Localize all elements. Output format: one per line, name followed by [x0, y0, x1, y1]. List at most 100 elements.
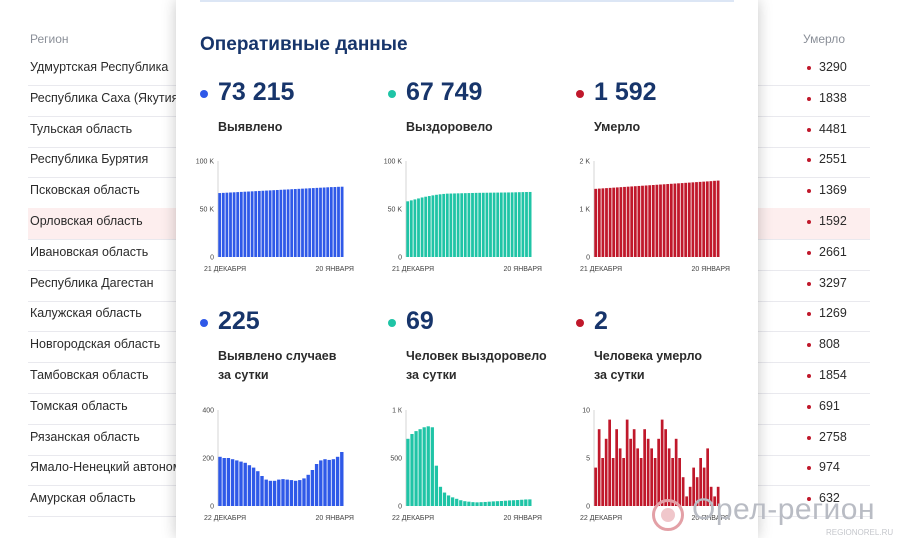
region-name: Новгородская область [30, 337, 161, 352]
chart-bar [319, 187, 322, 257]
region-deaths: 1592 [819, 214, 847, 228]
chart-bar [226, 458, 231, 506]
metric-label: Выздоровело [406, 118, 493, 137]
chart-5: 0 5 10 22 ДЕКАБРЯ 20 ЯНВАРЯ [580, 408, 730, 523]
region-deaths: 691 [819, 398, 840, 413]
chart-bar [695, 477, 699, 506]
chart-bar [643, 429, 646, 506]
x-tick-label: 21 ДЕКАБРЯ [392, 266, 434, 273]
chart-bar [302, 478, 306, 506]
chart-bar [487, 501, 491, 506]
metric-label: Человека умерло за сутки [594, 347, 702, 385]
chart-bar [479, 502, 483, 506]
chart-bar [678, 458, 681, 506]
operational-data-card: Оперативные данные 73 215 Выявлено 67 749 В… [176, 0, 758, 538]
chart-bar [705, 181, 709, 257]
x-tick-label: 20 ЯНВАРЯ [503, 515, 542, 522]
chart-bar [625, 419, 629, 506]
chart-3: 0 200 400 22 ДЕКАБРЯ 20 ЯНВАРЯ [202, 408, 354, 523]
chart-bar [261, 190, 265, 257]
metric-value: 67 749 [406, 78, 483, 106]
chart-bar [657, 438, 660, 506]
metric-dot-icon [576, 319, 584, 327]
chart-bar [629, 438, 632, 506]
chart-bar [507, 192, 510, 257]
chart-bar [626, 186, 630, 257]
chart-4: 0 500 1 К 22 ДЕКАБРЯ 20 ЯНВАРЯ [390, 408, 542, 523]
chart-bar [247, 465, 252, 506]
y-tick-label: 0 [398, 504, 402, 511]
chart-bar [319, 460, 323, 506]
chart-bar [636, 448, 639, 506]
chart-bar [653, 458, 657, 506]
region-name: Рязанская область [30, 429, 140, 444]
chart-bar [528, 499, 532, 506]
deaths-dot-icon [807, 250, 811, 255]
y-tick-label: 100 K [196, 159, 215, 166]
chart-bar [322, 187, 326, 257]
chart-bar [430, 427, 434, 506]
chart-bar [308, 188, 312, 257]
chart-bar [331, 459, 336, 506]
chart-bar [413, 199, 417, 257]
chart-bar [651, 185, 655, 257]
chart-bar [254, 191, 258, 257]
chart-bar [467, 501, 471, 506]
region-name: Тамбовская область [30, 368, 149, 382]
chart-bar [410, 434, 414, 506]
chart-bar [467, 193, 471, 257]
chart-bar [256, 471, 260, 506]
chart-1: 0 50 K 100 K 21 ДЕКАБРЯ 20 ЯНВАРЯ [384, 159, 542, 274]
chart-bar [315, 187, 319, 257]
chart-bar [496, 192, 500, 257]
chart-bar [688, 486, 692, 506]
chart-bar [503, 500, 508, 506]
chart-bar [340, 452, 344, 506]
chart-bar [594, 467, 597, 506]
chart-bar [424, 196, 428, 257]
metric-label-line: Выявлено [218, 120, 283, 134]
chart-bar [446, 495, 451, 506]
chart-bar [340, 186, 344, 257]
chart-bar [279, 189, 283, 257]
chart-bar [463, 193, 467, 257]
chart-bar [619, 187, 623, 257]
chart-bar [684, 182, 688, 257]
chart-bar [503, 192, 507, 257]
chart-bar [637, 185, 641, 257]
watermark-logo-icon [652, 499, 684, 531]
x-tick-label: 21 ДЕКАБРЯ [580, 266, 622, 273]
chart-bar [290, 189, 294, 257]
chart-bar [243, 462, 247, 506]
metric-value: 69 [406, 307, 434, 335]
chart-bar [314, 464, 319, 506]
chart-bar [426, 426, 430, 506]
chart-bar [251, 467, 256, 506]
deaths-dot-icon [807, 189, 811, 194]
chart-bar [283, 189, 286, 257]
chart-bar [297, 188, 301, 257]
region-deaths: 1838 [819, 90, 847, 105]
region-deaths: 2758 [819, 429, 847, 444]
chart-bar [662, 184, 666, 257]
chart-bar [427, 196, 431, 257]
chart-bar [514, 192, 518, 257]
metric-dot-icon [388, 319, 396, 327]
chart-bar [247, 191, 250, 257]
y-tick-label: 500 [390, 456, 402, 463]
chart-bar [604, 438, 608, 506]
chart-bar [289, 480, 294, 506]
region-deaths: 1854 [819, 368, 847, 382]
chart-bar [709, 181, 713, 257]
chart-bar [323, 459, 327, 506]
chart-bar [420, 197, 424, 257]
region-deaths: 2551 [819, 152, 847, 167]
deaths-dot-icon [807, 96, 811, 101]
chart-bar [243, 191, 247, 257]
chart-bar [475, 502, 479, 506]
card-top-divider [200, 0, 734, 2]
metric-label: Выявлено случаев за сутки [218, 347, 336, 385]
chart-bar [597, 429, 601, 506]
deaths-dot-icon [807, 343, 811, 348]
chart-bar [298, 480, 302, 506]
